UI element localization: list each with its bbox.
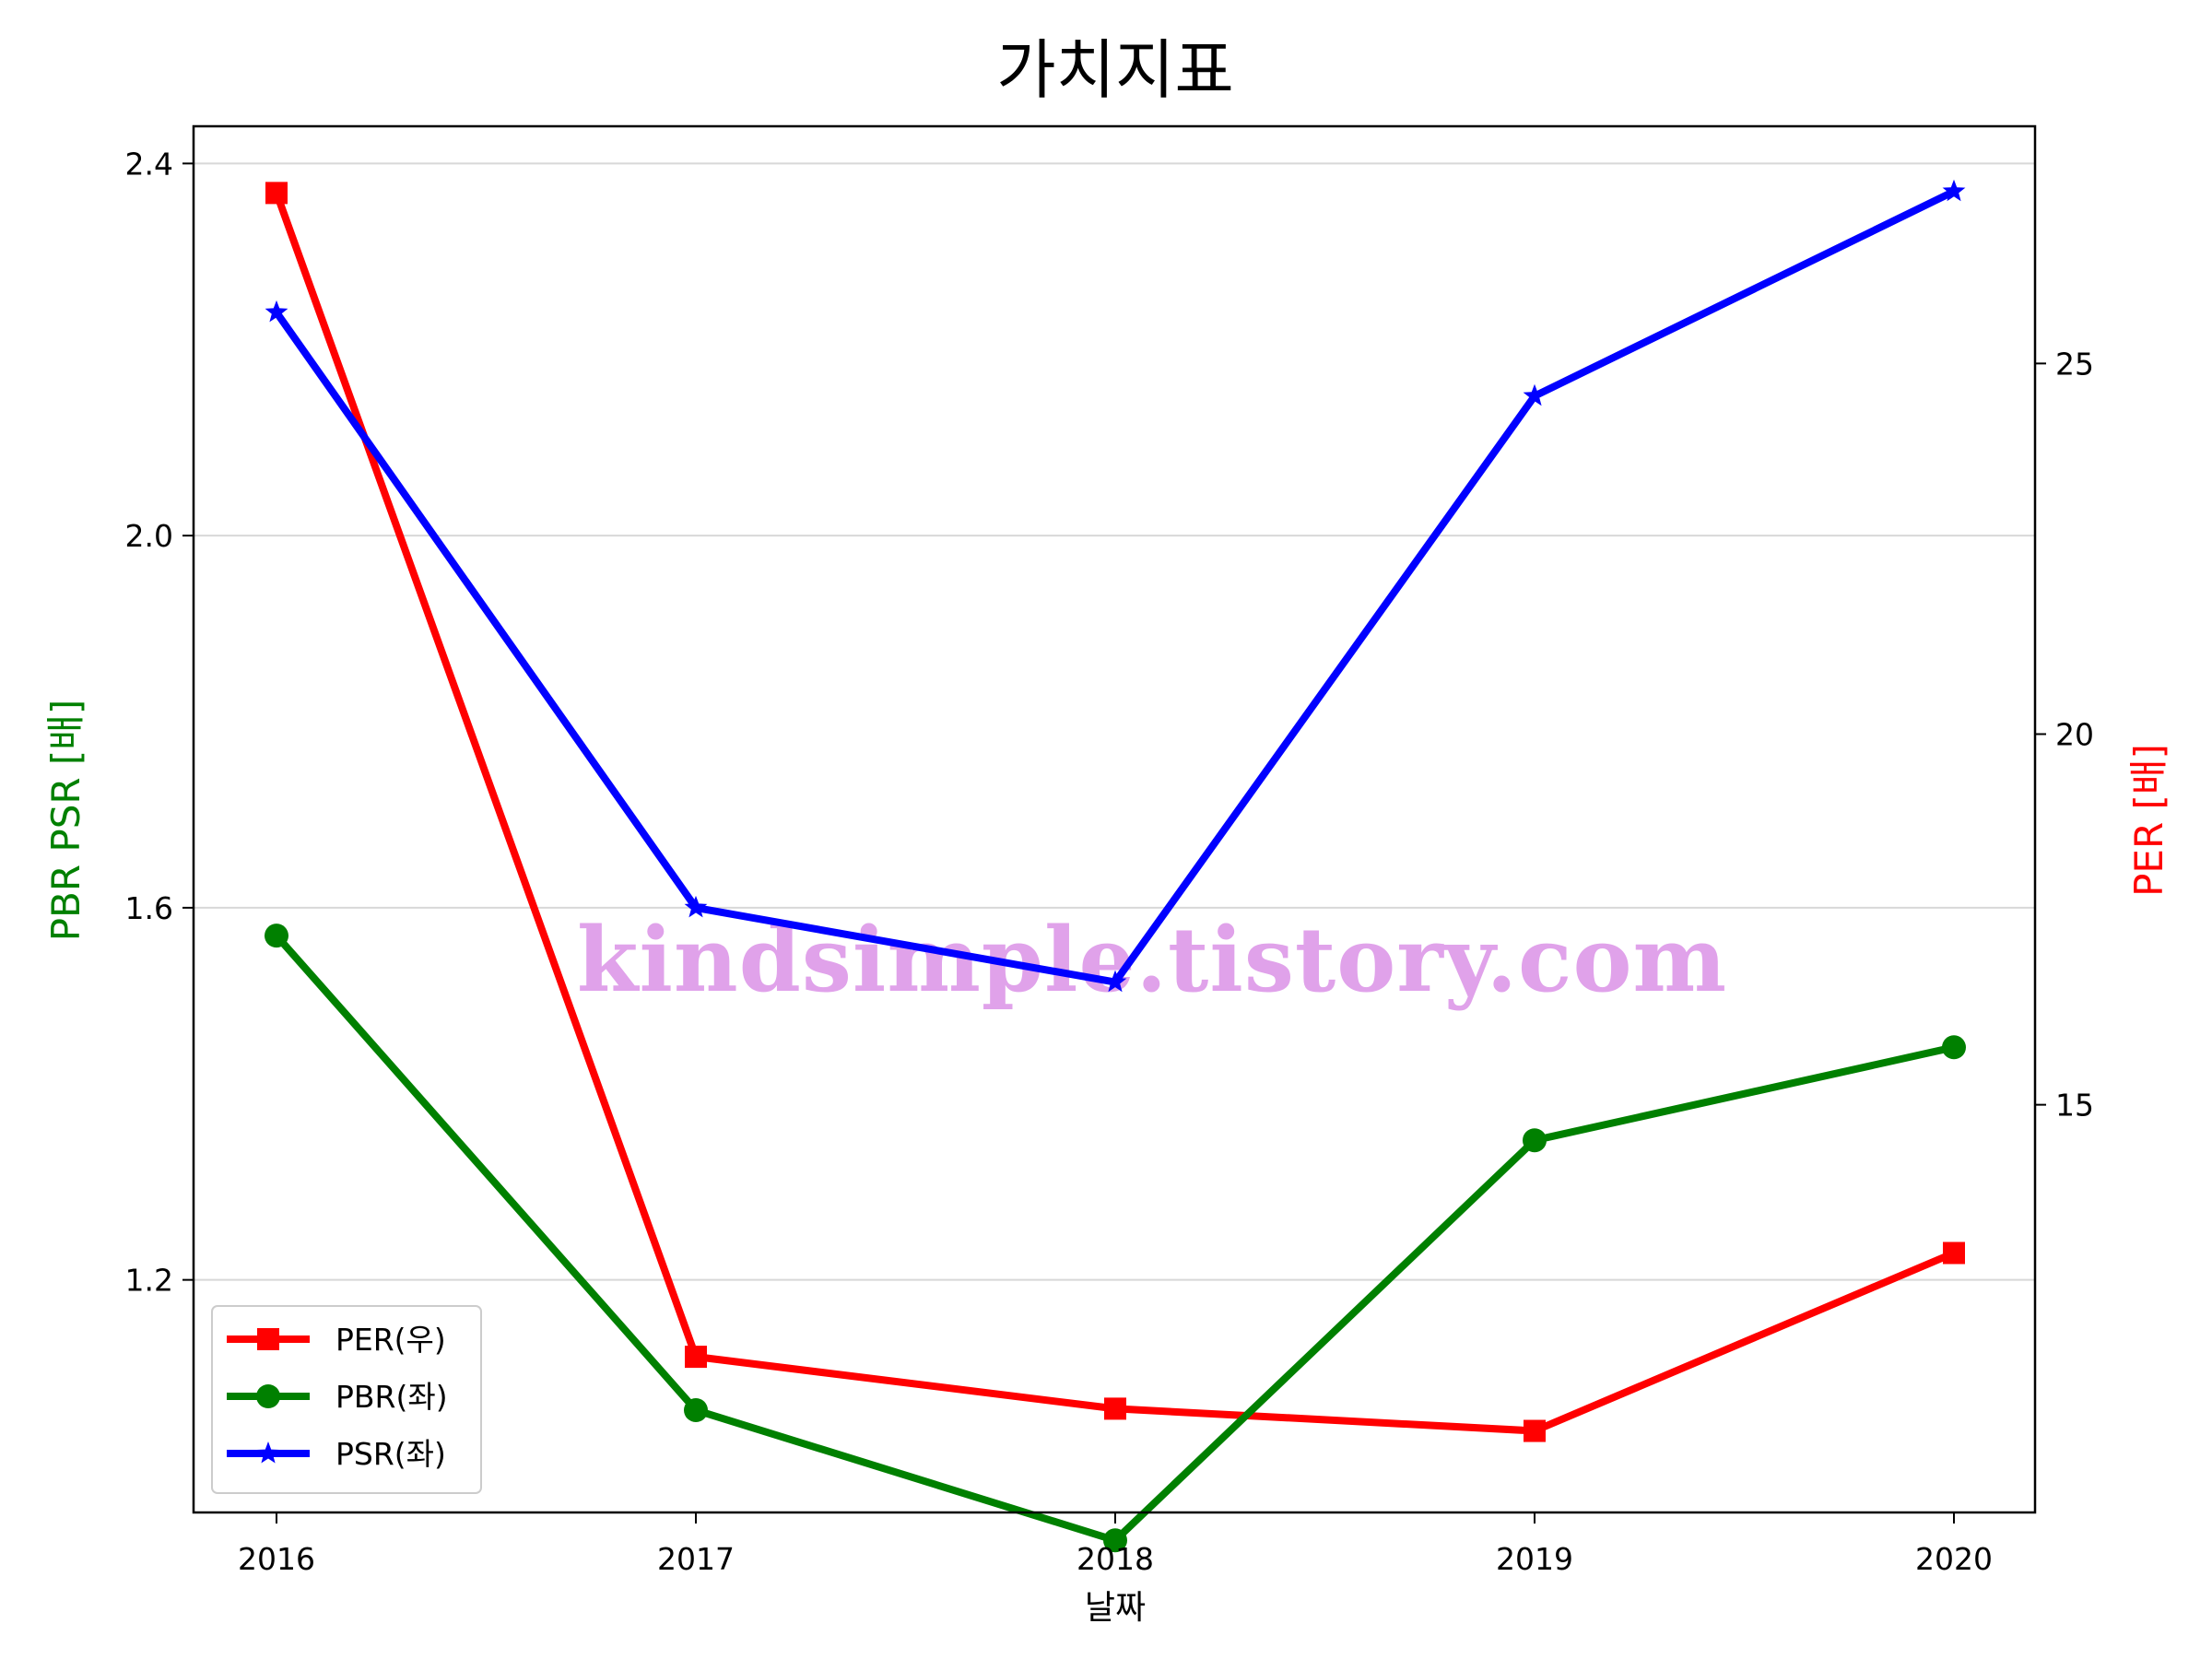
right-tick-label: 25 [2055,346,2094,382]
data-point [1103,970,1127,993]
x-axis-ticks: 2016 2017 2018 2019 2020 [238,1512,1993,1577]
data-point [1523,383,1547,406]
right-axis-ticks: 15 20 25 [2035,346,2094,1124]
left-tick-label: 1.2 [125,1263,173,1299]
watermark-text: kindsimple.tistory.com [577,908,1727,1012]
left-tick-label: 2.4 [125,146,173,182]
data-point [265,924,288,948]
data-point [1943,1241,1965,1265]
legend-marker [256,1441,280,1464]
legend-item: PBR(좌) [227,1379,448,1415]
data-point [1103,1528,1127,1553]
legend-label: PBR(좌) [335,1379,448,1415]
left-tick-label: 2.0 [125,518,173,554]
data-point [1942,179,1966,202]
legend-marker [256,1384,280,1408]
data-point [1524,1419,1546,1442]
plot-frame [192,124,2037,1514]
data-point [684,895,708,918]
legend: PER(우) PBR(좌) PSR(좌) [211,1305,482,1494]
grid-lines [194,162,2035,1281]
right-tick-label: 20 [2055,717,2094,753]
legend-item: PSR(좌) [227,1436,446,1472]
left-axis-ticks: 1.2 1.6 2.0 2.4 [125,146,194,1299]
data-point [685,1346,707,1369]
watermark-layer: kindsimple.tistory.com [577,908,1727,1012]
series-layer [265,179,1966,1553]
series-star [265,179,1966,993]
left-tick-label: 1.6 [125,890,173,926]
x-tick-label: 2019 [1496,1541,1573,1577]
chart-title: 가치지표 [996,32,1234,108]
data-point [684,1397,708,1422]
legend-item: PER(우) [227,1322,446,1358]
series-square [265,182,1965,1442]
data-point [265,182,288,205]
series-line [273,188,1956,986]
x-tick-label: 2020 [1915,1541,1993,1577]
series-line [273,192,1956,1435]
data-point [1523,1128,1547,1153]
x-tick-label: 2018 [1077,1541,1154,1577]
data-point [265,300,288,323]
right-tick-label: 15 [2055,1088,2094,1124]
legend-marker [257,1328,279,1350]
legend-label: PSR(좌) [335,1436,446,1472]
data-point [1104,1397,1126,1420]
data-point [1942,1035,1966,1060]
series-line [274,933,1955,1545]
x-axis-label: 날짜 [1085,1589,1146,1627]
series-circle [265,924,1966,1553]
left-axis-label: PBR PSR [배] [43,700,88,942]
legend-label: PER(우) [335,1322,446,1358]
x-tick-label: 2017 [657,1541,735,1577]
legend-box [211,1305,482,1494]
x-tick-label: 2016 [238,1541,315,1577]
right-axis-label: PER [배] [2126,744,2171,897]
